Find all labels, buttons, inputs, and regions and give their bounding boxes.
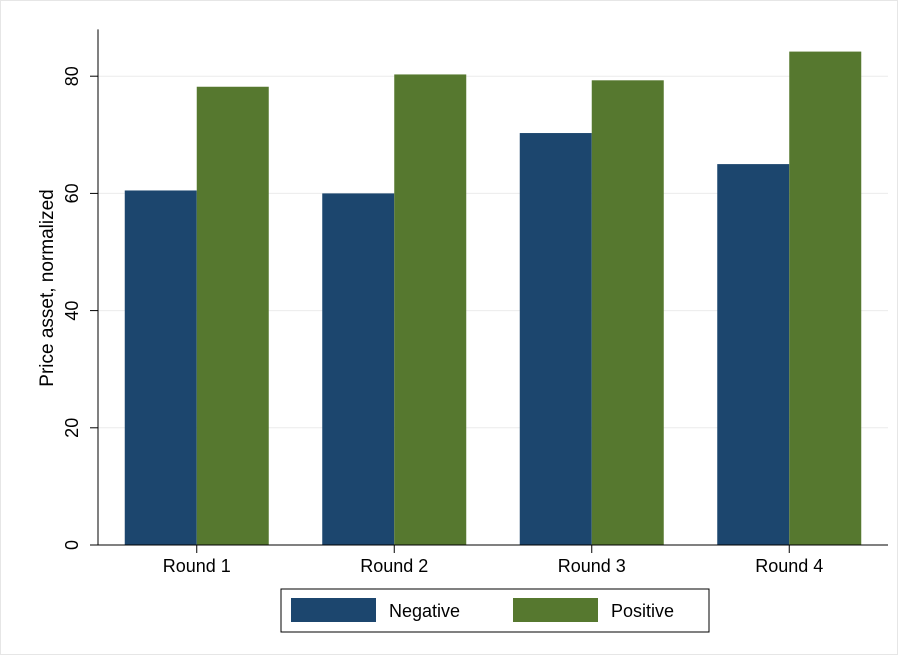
bar-positive-1: [196, 86, 269, 546]
x-tick-label: Round 2: [360, 556, 428, 576]
bars: [124, 51, 862, 546]
bar-negative-1: [124, 190, 197, 545]
x-tick-label: Round 3: [558, 556, 626, 576]
x-tick-label: Round 4: [755, 556, 823, 576]
legend: Negative Positive: [280, 588, 710, 633]
legend-key-negative: [291, 598, 376, 622]
bar-negative-3: [519, 133, 592, 546]
bar-negative-4: [717, 164, 790, 545]
y-tick-label: 0: [62, 540, 82, 550]
bar-negative-2: [322, 193, 395, 545]
bar-positive-2: [394, 74, 467, 545]
x-tick-label: Round 1: [163, 556, 231, 576]
y-tick-label: 40: [62, 301, 82, 321]
y-tick-label: 60: [62, 183, 82, 203]
bar-positive-4: [789, 51, 862, 545]
bar-positive-3: [591, 80, 664, 545]
axes: Round 1 Round 2 Round 3 Round 4 0 20 40 60 80: [62, 29, 888, 576]
y-tick-label: 80: [62, 66, 82, 86]
legend-label-positive: Positive: [611, 601, 674, 621]
legend-key-positive: [513, 598, 598, 622]
y-axis-label: Price asset, normalized: [37, 189, 58, 386]
y-tick-label: 20: [62, 418, 82, 438]
legend-label-negative: Negative: [389, 601, 460, 621]
